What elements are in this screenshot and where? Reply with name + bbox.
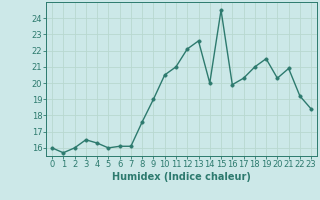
X-axis label: Humidex (Indice chaleur): Humidex (Indice chaleur)	[112, 172, 251, 182]
